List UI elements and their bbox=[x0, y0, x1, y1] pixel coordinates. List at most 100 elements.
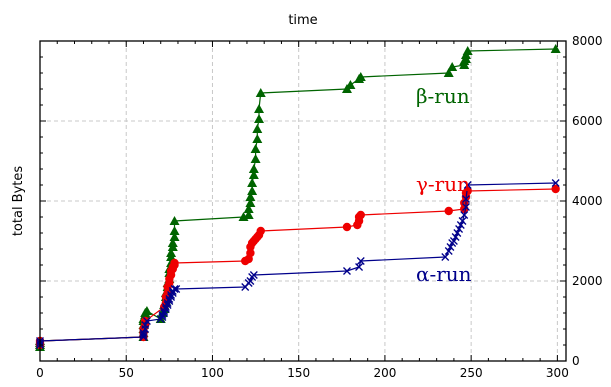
cross-marker bbox=[463, 181, 472, 189]
triangle-marker bbox=[141, 306, 152, 315]
cross-stroke bbox=[455, 225, 464, 233]
cross-stroke bbox=[449, 237, 458, 245]
cross-marker bbox=[462, 195, 470, 203]
cross-marker bbox=[453, 229, 462, 237]
cross-stroke bbox=[460, 211, 469, 219]
series-annotations: β-run γ-run α-run bbox=[416, 84, 472, 286]
cross-marker bbox=[163, 301, 172, 309]
x-tick-label: 100 bbox=[201, 366, 224, 380]
cross-marker bbox=[460, 211, 469, 219]
x-tick-label: 50 bbox=[119, 366, 134, 380]
cross-marker bbox=[142, 317, 151, 325]
cross-stroke bbox=[167, 293, 176, 301]
series-layer bbox=[35, 44, 561, 351]
series-line-alpha bbox=[39, 182, 556, 345]
x-tick-label: 0 bbox=[36, 366, 44, 380]
triangle-marker bbox=[169, 232, 180, 241]
cross-marker bbox=[551, 179, 560, 187]
triangle-marker bbox=[245, 192, 256, 201]
series-label-alpha: α-run bbox=[416, 262, 472, 286]
cross-marker bbox=[246, 277, 255, 285]
cross-stroke bbox=[139, 329, 148, 337]
circle-marker bbox=[342, 222, 352, 232]
y-tick-label: 2000 bbox=[572, 274, 603, 288]
triangle-marker bbox=[250, 154, 261, 163]
circle-marker bbox=[356, 210, 365, 220]
series-line-beta bbox=[39, 48, 556, 347]
series-line-gamma bbox=[39, 188, 556, 345]
triangle-marker bbox=[255, 88, 266, 97]
cross-stroke bbox=[170, 285, 179, 293]
cross-stroke bbox=[355, 263, 364, 271]
cross-stroke bbox=[158, 313, 167, 321]
circle-marker bbox=[246, 248, 255, 258]
cross-stroke bbox=[458, 217, 467, 225]
cross-marker bbox=[356, 257, 365, 265]
cross-stroke bbox=[246, 277, 255, 285]
series-beta bbox=[35, 44, 561, 351]
cross-stroke bbox=[141, 321, 150, 329]
cross-marker bbox=[170, 285, 179, 293]
triangle-marker bbox=[167, 238, 178, 247]
cross-stroke bbox=[453, 229, 462, 237]
triangle-marker bbox=[169, 226, 180, 235]
triangle-marker bbox=[247, 186, 258, 195]
circle-marker bbox=[256, 226, 265, 236]
triangle-marker bbox=[245, 198, 256, 207]
y-tick-label: 6000 bbox=[572, 114, 603, 128]
triangle-marker bbox=[462, 46, 473, 55]
x-tick-label: 150 bbox=[287, 366, 310, 380]
cross-stroke bbox=[142, 317, 151, 325]
cross-marker bbox=[172, 285, 181, 293]
triangle-marker bbox=[247, 178, 258, 187]
cross-stroke bbox=[139, 331, 148, 339]
triangle-marker bbox=[243, 204, 254, 213]
triangle-marker bbox=[550, 44, 561, 53]
y-tick-label: 4000 bbox=[572, 194, 603, 208]
x-axis-title: time bbox=[288, 13, 317, 28]
cross-marker bbox=[458, 217, 467, 225]
cross-stroke bbox=[160, 309, 169, 317]
y-tick-label: 0 bbox=[572, 354, 580, 368]
triangle-marker bbox=[169, 216, 180, 225]
cross-marker bbox=[158, 313, 167, 321]
cross-stroke bbox=[172, 285, 181, 293]
triangle-marker bbox=[166, 248, 177, 257]
triangle-marker bbox=[248, 170, 259, 179]
cross-stroke bbox=[462, 203, 470, 211]
series-gamma bbox=[35, 184, 560, 350]
cross-stroke bbox=[444, 247, 453, 255]
cross-marker bbox=[441, 253, 450, 261]
triangle-marker bbox=[447, 62, 458, 71]
x-tick-label: 250 bbox=[460, 366, 483, 380]
circle-marker bbox=[551, 184, 560, 194]
cross-marker bbox=[355, 263, 364, 271]
triangle-marker bbox=[252, 134, 263, 143]
cross-stroke bbox=[451, 233, 460, 241]
cross-marker bbox=[446, 243, 455, 251]
cross-marker bbox=[455, 225, 464, 233]
cross-stroke bbox=[163, 301, 172, 309]
y-axis-title: total Bytes bbox=[11, 166, 26, 237]
tick-marks bbox=[39, 40, 566, 362]
cross-stroke bbox=[446, 243, 455, 251]
triangle-marker bbox=[443, 68, 454, 77]
triangle-marker bbox=[243, 210, 254, 219]
cross-marker bbox=[139, 329, 148, 337]
series-label-beta: β-run bbox=[416, 84, 470, 108]
cross-marker bbox=[141, 321, 150, 329]
cross-marker bbox=[444, 247, 453, 255]
circle-marker bbox=[463, 186, 472, 196]
y-tick-label: 8000 bbox=[572, 34, 603, 48]
cross-marker bbox=[139, 331, 148, 339]
cross-stroke bbox=[356, 257, 365, 265]
triangle-marker bbox=[248, 164, 259, 173]
cross-marker bbox=[160, 309, 169, 317]
cross-stroke bbox=[441, 253, 450, 261]
cross-marker bbox=[161, 305, 170, 313]
cross-stroke bbox=[462, 195, 470, 203]
x-tick-label: 200 bbox=[373, 366, 396, 380]
cross-stroke bbox=[551, 179, 560, 187]
circle-marker bbox=[444, 206, 453, 216]
